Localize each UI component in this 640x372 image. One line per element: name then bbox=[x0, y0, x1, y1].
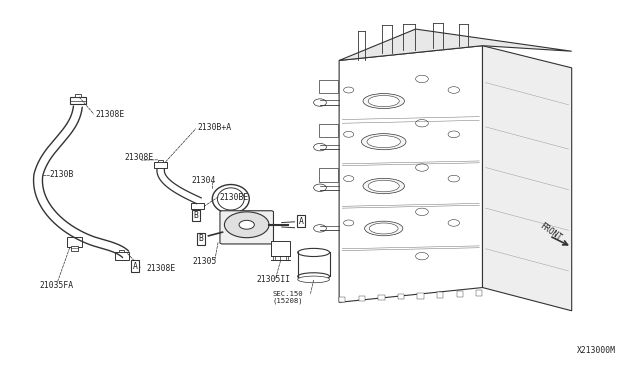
Ellipse shape bbox=[367, 136, 401, 148]
Bar bbox=[191, 203, 204, 209]
FancyBboxPatch shape bbox=[220, 211, 273, 244]
Text: 21305: 21305 bbox=[193, 257, 217, 266]
Bar bbox=[75, 94, 81, 97]
Ellipse shape bbox=[298, 248, 330, 257]
Circle shape bbox=[415, 119, 428, 127]
Ellipse shape bbox=[363, 178, 404, 194]
Text: X213000M: X213000M bbox=[577, 346, 616, 355]
Ellipse shape bbox=[212, 185, 249, 213]
Bar bbox=[115, 253, 129, 260]
Circle shape bbox=[344, 131, 354, 137]
Ellipse shape bbox=[298, 276, 330, 283]
Bar bbox=[378, 295, 385, 300]
Ellipse shape bbox=[362, 134, 406, 150]
Circle shape bbox=[344, 220, 354, 226]
Circle shape bbox=[344, 176, 354, 182]
Text: A: A bbox=[298, 217, 303, 225]
Text: 2130BE: 2130BE bbox=[220, 193, 248, 202]
Bar bbox=[158, 160, 163, 162]
Circle shape bbox=[415, 253, 428, 260]
Circle shape bbox=[314, 184, 326, 192]
Circle shape bbox=[344, 87, 354, 93]
Text: 2130B+A: 2130B+A bbox=[198, 123, 232, 132]
Bar bbox=[195, 210, 200, 212]
Circle shape bbox=[415, 208, 428, 215]
Text: 21308E: 21308E bbox=[146, 264, 175, 273]
Bar bbox=[154, 162, 167, 168]
Polygon shape bbox=[339, 46, 483, 302]
Bar bbox=[319, 80, 338, 93]
Circle shape bbox=[415, 75, 428, 83]
Bar bbox=[67, 237, 83, 247]
Ellipse shape bbox=[369, 223, 398, 234]
Circle shape bbox=[314, 225, 326, 232]
Text: 21304: 21304 bbox=[191, 176, 216, 185]
Circle shape bbox=[415, 164, 428, 171]
Ellipse shape bbox=[298, 273, 330, 280]
Text: A: A bbox=[132, 262, 138, 270]
Text: FRONT: FRONT bbox=[538, 221, 564, 243]
Bar bbox=[398, 294, 404, 299]
Ellipse shape bbox=[368, 180, 399, 192]
Circle shape bbox=[239, 220, 254, 229]
Bar bbox=[319, 168, 338, 182]
Circle shape bbox=[448, 219, 460, 226]
Circle shape bbox=[448, 175, 460, 182]
Circle shape bbox=[225, 212, 269, 238]
Text: 21035FA: 21035FA bbox=[40, 281, 74, 290]
Text: 2130B: 2130B bbox=[50, 170, 74, 179]
Ellipse shape bbox=[218, 188, 244, 210]
Circle shape bbox=[314, 99, 326, 106]
Bar bbox=[456, 291, 463, 297]
Text: 21308E: 21308E bbox=[96, 110, 125, 119]
Bar bbox=[417, 293, 424, 298]
Text: 21305II: 21305II bbox=[256, 275, 291, 283]
Bar bbox=[437, 292, 444, 298]
Ellipse shape bbox=[363, 94, 404, 109]
Bar bbox=[71, 246, 79, 251]
Text: B: B bbox=[198, 234, 204, 243]
Polygon shape bbox=[339, 29, 572, 61]
Text: 21308E: 21308E bbox=[124, 153, 154, 163]
Text: SEC.150: SEC.150 bbox=[273, 291, 303, 297]
Bar bbox=[319, 124, 338, 137]
Circle shape bbox=[314, 144, 326, 151]
Bar bbox=[271, 241, 290, 256]
Ellipse shape bbox=[368, 96, 399, 107]
Text: (15208): (15208) bbox=[273, 298, 303, 304]
Bar bbox=[70, 97, 86, 104]
Polygon shape bbox=[483, 46, 572, 311]
Circle shape bbox=[448, 131, 460, 138]
Circle shape bbox=[448, 87, 460, 93]
Bar bbox=[476, 290, 483, 296]
Text: B: B bbox=[193, 211, 198, 220]
Bar bbox=[118, 250, 124, 253]
Ellipse shape bbox=[365, 221, 403, 236]
Bar bbox=[358, 296, 365, 301]
Bar bbox=[339, 296, 346, 302]
